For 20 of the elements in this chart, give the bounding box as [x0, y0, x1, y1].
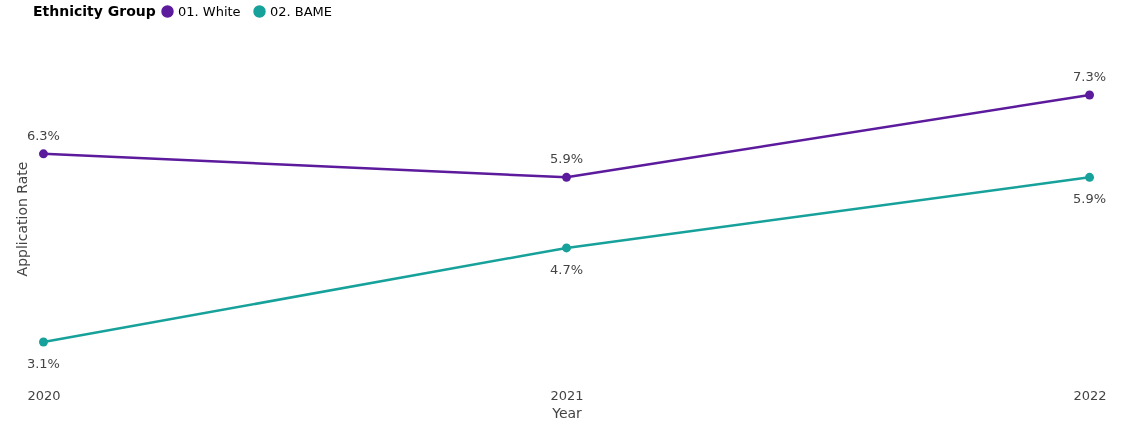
x-axis-title: Year — [551, 404, 583, 421]
data-label: 5.9% — [1073, 191, 1107, 207]
data-label: 5.9% — [549, 151, 584, 167]
data-label: 7.3% — [1073, 69, 1107, 84]
legend-label: 02. BAME — [270, 3, 333, 19]
point — [562, 243, 571, 253]
point — [562, 172, 571, 182]
x-tick-label: 2021 — [550, 387, 584, 403]
data-label: 4.7% — [549, 261, 584, 277]
point — [38, 149, 48, 159]
legend-title: Ethnicity Group — [33, 3, 156, 19]
legend-label: 01. White — [178, 3, 241, 19]
point — [1085, 172, 1095, 182]
y-axis-title: Application Rate — [13, 161, 30, 277]
data-label: 6.3% — [26, 127, 60, 143]
point — [1085, 90, 1095, 100]
x-tick-label: 2020 — [27, 387, 61, 403]
x-tick-label: 2022 — [1073, 387, 1107, 403]
point — [38, 337, 48, 347]
data-label: 3.1% — [26, 356, 60, 371]
